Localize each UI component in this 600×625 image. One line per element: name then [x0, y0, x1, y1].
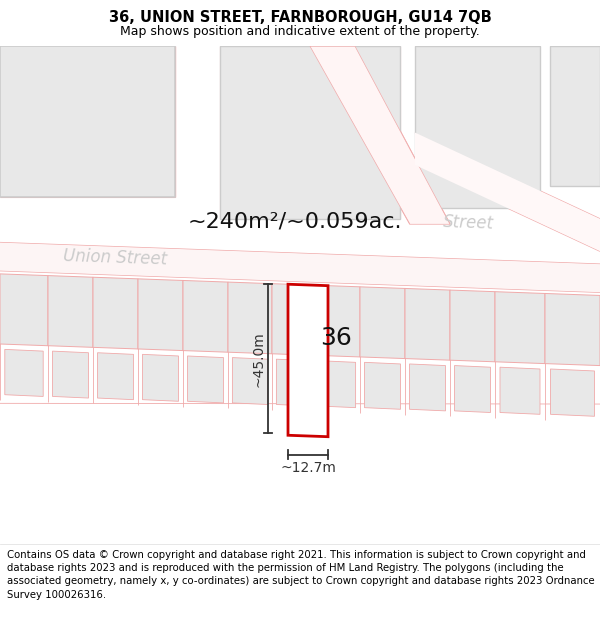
Polygon shape	[187, 356, 223, 403]
Polygon shape	[365, 362, 401, 409]
Polygon shape	[288, 284, 328, 437]
Text: Street: Street	[442, 213, 494, 233]
Polygon shape	[5, 349, 43, 396]
Polygon shape	[0, 242, 600, 292]
Polygon shape	[97, 352, 133, 399]
Polygon shape	[450, 290, 495, 362]
Polygon shape	[551, 369, 595, 416]
Text: ~240m²/~0.059ac.: ~240m²/~0.059ac.	[188, 211, 402, 231]
Polygon shape	[415, 46, 540, 208]
Polygon shape	[53, 351, 89, 398]
Polygon shape	[405, 289, 450, 360]
Polygon shape	[272, 284, 316, 356]
Polygon shape	[409, 364, 445, 411]
Polygon shape	[232, 357, 268, 404]
Text: Map shows position and indicative extent of the property.: Map shows position and indicative extent…	[120, 25, 480, 38]
Polygon shape	[228, 282, 272, 354]
Polygon shape	[360, 287, 405, 359]
Polygon shape	[93, 278, 138, 349]
Polygon shape	[545, 294, 600, 366]
Polygon shape	[316, 285, 360, 357]
Text: 36: 36	[320, 326, 352, 350]
Polygon shape	[183, 281, 228, 352]
Polygon shape	[220, 46, 400, 219]
Text: Union Street: Union Street	[63, 247, 167, 268]
Polygon shape	[143, 354, 179, 401]
Polygon shape	[500, 368, 540, 414]
Polygon shape	[455, 366, 491, 413]
Text: 36, UNION STREET, FARNBOROUGH, GU14 7QB: 36, UNION STREET, FARNBOROUGH, GU14 7QB	[109, 10, 491, 25]
Polygon shape	[0, 46, 175, 198]
Polygon shape	[320, 361, 356, 408]
Polygon shape	[495, 292, 545, 364]
Polygon shape	[277, 359, 311, 406]
Text: ~45.0m: ~45.0m	[251, 331, 265, 386]
Polygon shape	[550, 46, 600, 186]
Polygon shape	[0, 274, 48, 346]
Polygon shape	[310, 46, 450, 224]
Text: ~12.7m: ~12.7m	[280, 461, 336, 474]
Text: Contains OS data © Crown copyright and database right 2021. This information is : Contains OS data © Crown copyright and d…	[7, 550, 595, 599]
Polygon shape	[138, 279, 183, 351]
Polygon shape	[415, 132, 600, 251]
Polygon shape	[48, 276, 93, 348]
